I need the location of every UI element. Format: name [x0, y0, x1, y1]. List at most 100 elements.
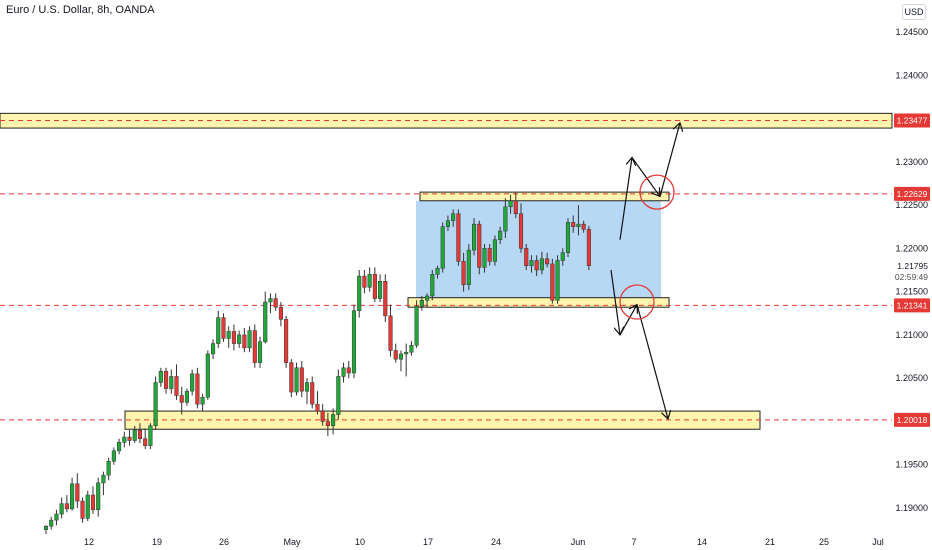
candle-body — [581, 223, 586, 230]
candle — [70, 477, 75, 511]
candle-body — [550, 263, 555, 301]
candle-body — [117, 441, 122, 452]
candle-body — [461, 261, 466, 285]
candle — [111, 447, 116, 465]
candle — [127, 430, 132, 446]
candle-body — [498, 230, 503, 240]
candle-body — [43, 525, 49, 530]
candle-body — [508, 200, 513, 208]
candle-body — [54, 513, 59, 521]
candle-body — [299, 367, 304, 392]
candle — [466, 244, 471, 290]
x-tick-label: 14 — [697, 537, 707, 547]
candle — [49, 516, 54, 530]
candle — [518, 203, 524, 253]
x-tick-label: May — [283, 537, 301, 547]
candle — [43, 525, 49, 534]
price-tag-bg — [894, 113, 930, 128]
price-tag-bg — [894, 412, 930, 427]
candle — [263, 291, 268, 344]
candle-body — [445, 220, 450, 227]
candle — [341, 362, 346, 383]
candle — [581, 220, 586, 233]
candle-body — [513, 200, 518, 214]
y-tick-label: 1.19000 — [895, 503, 928, 513]
candle — [169, 369, 174, 394]
candle-body — [210, 343, 216, 355]
price-tag: 1.20018 — [894, 412, 930, 427]
forecast-arrow-0 — [619, 157, 632, 240]
candle — [586, 225, 591, 270]
candle — [205, 350, 210, 400]
candle — [524, 244, 529, 270]
candle-body — [315, 403, 320, 412]
candle — [419, 295, 424, 311]
candle — [200, 393, 205, 412]
candle-body — [404, 351, 409, 355]
x-tick-label: 17 — [423, 537, 433, 547]
candle-body — [263, 301, 268, 343]
candle — [545, 252, 550, 268]
candle-body — [179, 395, 184, 403]
candle — [54, 509, 59, 526]
candle — [153, 376, 158, 431]
candle — [299, 360, 304, 398]
candle-body — [388, 315, 393, 351]
candle-body — [127, 436, 132, 441]
candle-body — [252, 330, 257, 363]
candle — [461, 252, 466, 292]
candle — [216, 310, 221, 348]
candle — [257, 336, 263, 368]
candle-body — [190, 373, 195, 392]
y-tick-label: 1.22500 — [895, 200, 928, 210]
candle — [96, 477, 101, 517]
price-tag-label: 1.20018 — [897, 415, 928, 425]
y-tick-label: 1.23000 — [895, 157, 928, 167]
candle — [398, 350, 404, 372]
candle — [513, 192, 518, 219]
candle — [278, 302, 283, 327]
candle-body — [425, 295, 430, 301]
currency-badge[interactable]: USD — [902, 4, 926, 20]
candle — [148, 423, 153, 450]
candle-body — [122, 436, 127, 443]
price-tag: 1.22629 — [894, 186, 930, 201]
candle — [404, 343, 409, 377]
candle-body — [430, 274, 435, 297]
candle-body — [257, 341, 263, 363]
candle-body — [268, 298, 273, 303]
x-tick-label: 26 — [219, 537, 229, 547]
candle-body — [586, 229, 591, 266]
candle-body — [289, 362, 294, 393]
candle-body — [555, 260, 560, 301]
candle-body — [492, 239, 497, 262]
candle-body — [205, 353, 210, 398]
x-tick-label: Jun — [571, 537, 586, 547]
zone-1 — [419, 191, 670, 202]
candle — [492, 235, 497, 266]
candle-body — [195, 373, 200, 405]
candle — [456, 209, 461, 266]
candle-body — [75, 483, 80, 502]
candle-body — [242, 334, 247, 349]
candle-body — [576, 223, 581, 227]
candle-body — [346, 367, 351, 374]
candle — [190, 369, 195, 396]
candle — [315, 391, 320, 415]
candle-body — [169, 376, 174, 389]
candle-body — [231, 331, 236, 344]
countdown-label: 02:59:49 — [895, 272, 928, 282]
candle — [284, 315, 289, 368]
forecast-arrow-0 — [659, 123, 680, 197]
candle — [252, 324, 257, 368]
candle — [425, 293, 430, 308]
candle-body — [221, 317, 226, 339]
candle — [351, 304, 357, 379]
candle-body — [357, 275, 362, 311]
candle-body — [487, 248, 492, 262]
candle — [132, 425, 137, 444]
zone-2 — [407, 297, 670, 308]
x-tick-label: 12 — [84, 537, 94, 547]
candle-body — [440, 226, 445, 269]
